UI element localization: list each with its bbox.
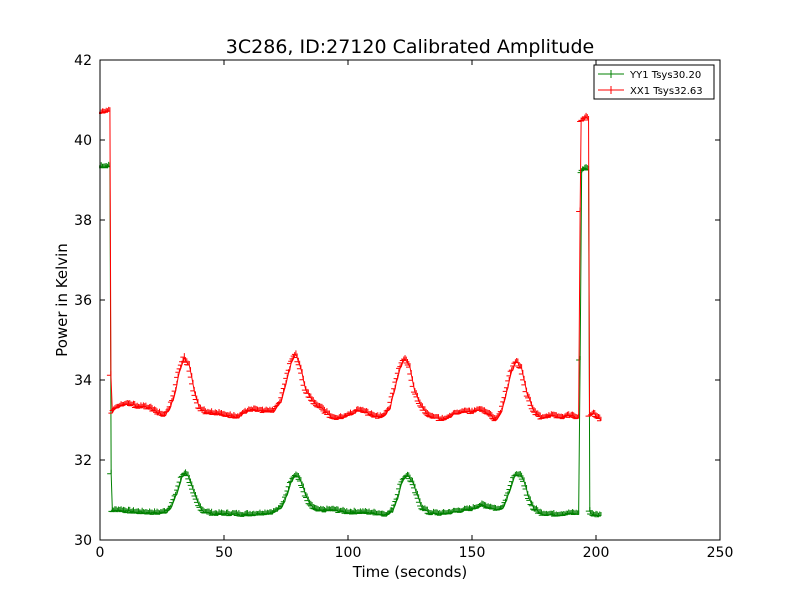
legend-label: YY1 Tsys30.20: [629, 70, 701, 81]
y-tick-label: 32: [74, 453, 92, 469]
x-tick-label: 50: [215, 545, 233, 561]
y-tick-label: 38: [74, 213, 92, 229]
x-tick-label: 150: [459, 545, 486, 561]
y-tick-label: 42: [74, 53, 92, 69]
x-tick-label: 100: [335, 545, 362, 561]
y-axis-label: Power in Kelvin: [53, 243, 71, 357]
x-tick-label: 250: [707, 545, 734, 561]
series-markers: [99, 161, 602, 518]
x-tick-label: 200: [583, 545, 610, 561]
series-markers: [99, 106, 602, 422]
y-tick-label: 40: [74, 133, 92, 149]
y-tick-label: 36: [74, 293, 92, 309]
axis-ticks: 0 50 100 150 200 250 30 32 34 36 38 40 42: [74, 53, 733, 561]
series-layer: [99, 106, 602, 518]
series-xx1: [99, 106, 602, 422]
legend-label: XX1 Tsys32.63: [630, 86, 703, 97]
y-tick-label: 30: [74, 533, 92, 549]
plot-area-frame: [99, 59, 721, 541]
x-axis-label: Time (seconds): [352, 563, 468, 581]
legend-box: [593, 64, 715, 100]
series-yy1: [99, 161, 602, 518]
chart-title: 3C286, ID:27120 Calibrated Amplitude: [226, 36, 594, 58]
legend-marker: [607, 70, 615, 78]
legend-marker: [607, 86, 615, 94]
y-tick-label: 34: [74, 373, 92, 389]
legend: YY1 Tsys30.20 XX1 Tsys32.63: [593, 64, 715, 100]
x-tick-label: 0: [96, 545, 105, 561]
